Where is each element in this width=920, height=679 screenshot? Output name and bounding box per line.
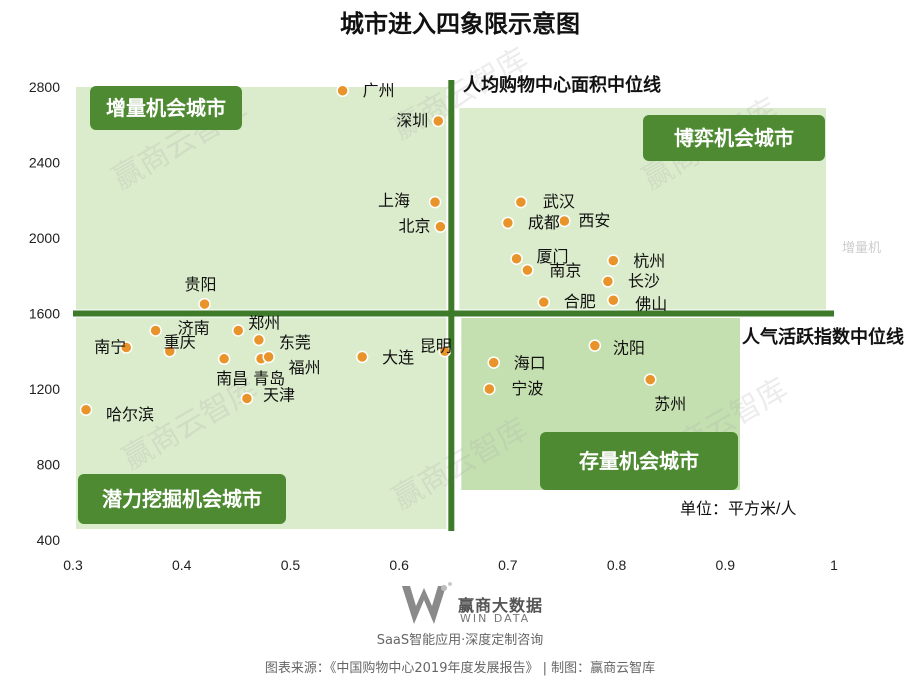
data-point-label: 大连 xyxy=(382,349,414,367)
y-tick-label: 800 xyxy=(37,457,61,473)
win-data-logo-icon xyxy=(402,582,452,624)
data-point-label: 合肥 xyxy=(564,293,596,311)
data-point xyxy=(537,295,550,309)
data-point-label: 哈尔滨 xyxy=(106,406,154,424)
data-point-label: 沈阳 xyxy=(613,340,645,358)
data-point-label: 苏州 xyxy=(654,396,686,414)
data-point-label: 贵阳 xyxy=(185,276,217,294)
x-tick-label: 0.6 xyxy=(389,557,409,573)
data-point xyxy=(240,392,254,405)
data-point-label: 青岛 xyxy=(253,370,285,388)
data-point xyxy=(521,263,534,277)
data-point xyxy=(163,345,177,358)
data-point xyxy=(432,114,445,128)
data-point-label: 海口 xyxy=(514,355,546,373)
y-tick-label: 400 xyxy=(37,532,61,548)
data-point xyxy=(558,214,571,228)
data-point-label: 重庆 xyxy=(164,333,196,351)
data-point xyxy=(483,382,496,396)
data-point-label: 南昌 xyxy=(216,370,248,388)
data-point xyxy=(231,324,245,337)
data-point xyxy=(198,297,211,311)
data-point xyxy=(514,195,528,209)
data-point xyxy=(149,324,162,337)
data-point xyxy=(588,339,602,352)
y-tick-label: 1600 xyxy=(29,306,60,322)
x-tick-label: 0.3 xyxy=(63,557,83,573)
data-point xyxy=(79,403,93,417)
data-point-label: 西安 xyxy=(578,212,610,230)
data-point xyxy=(501,216,515,230)
x-tick-label: 0.7 xyxy=(498,557,518,573)
data-point-label: 东莞 xyxy=(279,334,311,352)
data-point xyxy=(607,294,620,307)
data-point xyxy=(262,350,275,364)
data-point-label: 北京 xyxy=(398,218,430,236)
data-point xyxy=(355,350,369,364)
data-point-label: 昆明 xyxy=(420,338,452,355)
data-point xyxy=(601,275,615,288)
quadrant-badge-label: 博弈机会城市 xyxy=(674,126,794,150)
data-point xyxy=(438,345,452,358)
source-footer: 图表来源：《中国购物中心2019年度发展报告》 | 制图：赢商云智库 xyxy=(264,661,656,676)
y-tick-label: 1200 xyxy=(29,381,60,397)
quadrant-badge xyxy=(90,86,242,130)
data-point-label: 成都 xyxy=(528,214,560,232)
y-tick-label: 2400 xyxy=(29,155,60,171)
data-point-label: 郑州 xyxy=(248,314,280,332)
y-tick-label: 2800 xyxy=(29,79,60,95)
quadrant-badge xyxy=(540,432,738,490)
data-point xyxy=(644,373,657,386)
logo-sub: WIN DATA xyxy=(460,612,531,625)
hline-label: 人气活跃指数中位线 xyxy=(742,326,904,347)
data-point-label: 宁波 xyxy=(511,380,543,398)
data-point-label: 厦门 xyxy=(537,248,569,266)
data-point-label: 天津 xyxy=(263,386,295,404)
data-point xyxy=(252,333,266,347)
watermark-fragment: 增量机 xyxy=(842,240,881,255)
data-point xyxy=(510,252,523,266)
x-tick-label: 0.8 xyxy=(607,557,627,573)
data-point-label: 杭州 xyxy=(633,253,665,271)
data-point xyxy=(336,84,349,98)
data-point-label: 福州 xyxy=(289,359,321,377)
quadrant-badge xyxy=(78,474,286,524)
data-point-label: 长沙 xyxy=(628,272,660,290)
data-point xyxy=(607,254,620,267)
x-tick-label: 1 xyxy=(830,557,838,573)
data-point xyxy=(434,220,447,233)
data-point xyxy=(428,195,442,209)
logo-name: 赢商大数据 xyxy=(458,596,544,615)
quadrant-badge-label: 存量机会城市 xyxy=(579,449,699,473)
x-tick-label: 0.9 xyxy=(716,557,736,573)
data-point-label: 广州 xyxy=(363,82,395,100)
data-point-label: 武汉 xyxy=(543,193,575,211)
data-point xyxy=(120,341,133,354)
y-tick-label: 2000 xyxy=(29,230,60,246)
x-tick-label: 0.5 xyxy=(281,557,301,573)
data-point-label: 南宁 xyxy=(94,338,126,356)
quadrant-badge xyxy=(643,115,825,161)
data-point-label: 上海 xyxy=(378,192,410,210)
quadrant-badge-label: 增量机会城市 xyxy=(106,96,226,120)
data-point-label: 佛山 xyxy=(635,295,667,313)
data-point-label: 济南 xyxy=(178,319,210,337)
chart-title: 城市进入四象限示意图 xyxy=(340,10,580,38)
data-point xyxy=(487,356,500,369)
unit-label: 单位：平方米/人 xyxy=(680,500,796,518)
data-point-label: 南京 xyxy=(549,262,581,280)
x-tick-label: 0.4 xyxy=(172,557,192,573)
data-point-label: 深圳 xyxy=(396,112,428,130)
tagline: SaaS智能应用·深度定制咨询 xyxy=(376,633,544,648)
data-point xyxy=(217,352,231,366)
quadrant-badge-label: 潜力挖掘机会城市 xyxy=(102,487,262,511)
vline-label: 人均购物中心面积中位线 xyxy=(463,74,661,95)
